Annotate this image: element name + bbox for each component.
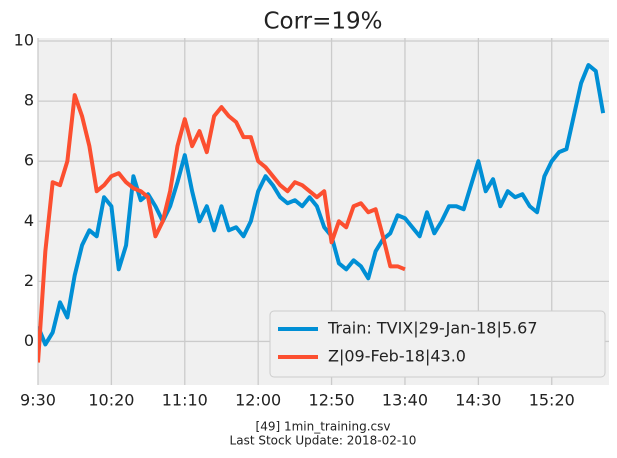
footnote: Last Stock Update: 2018-02-10	[230, 434, 417, 448]
footnote: [49] 1min_training.csv	[256, 420, 391, 434]
y-tick-label: 6	[24, 151, 34, 170]
legend-label: Train: TVIX|29-Jan-18|5.67	[327, 319, 538, 338]
legend-label: Z|09-Feb-18|43.0	[328, 347, 466, 366]
x-tick-label: 12:50	[309, 391, 355, 410]
x-tick-label: 10:20	[88, 391, 134, 410]
y-tick-label: 4	[24, 211, 34, 230]
y-tick-label: 8	[24, 91, 34, 110]
legend: Train: TVIX|29-Jan-18|5.67 Z|09-Feb-18|43…	[269, 310, 606, 378]
chart-title: Corr=19%	[263, 9, 382, 35]
y-tick-label: 2	[24, 271, 34, 290]
x-tick-label: 15:20	[529, 391, 575, 410]
x-tick-label: 11:10	[162, 391, 208, 410]
series-line	[38, 93, 406, 363]
x-tick-label: 9:30	[20, 391, 56, 410]
x-tick-label: 14:30	[455, 391, 501, 410]
y-tick-label: 10	[14, 31, 34, 50]
x-tick-label: 12:00	[235, 391, 281, 410]
x-tick-label: 13:40	[382, 391, 428, 410]
grid: 0 2 4 6 8 10 9:30 10:20 11:10 12:00 12:50 13:40 14:3…	[14, 31, 609, 410]
legend-box	[269, 310, 606, 378]
lines	[38, 63, 606, 363]
y-tick-label: 0	[24, 331, 34, 350]
